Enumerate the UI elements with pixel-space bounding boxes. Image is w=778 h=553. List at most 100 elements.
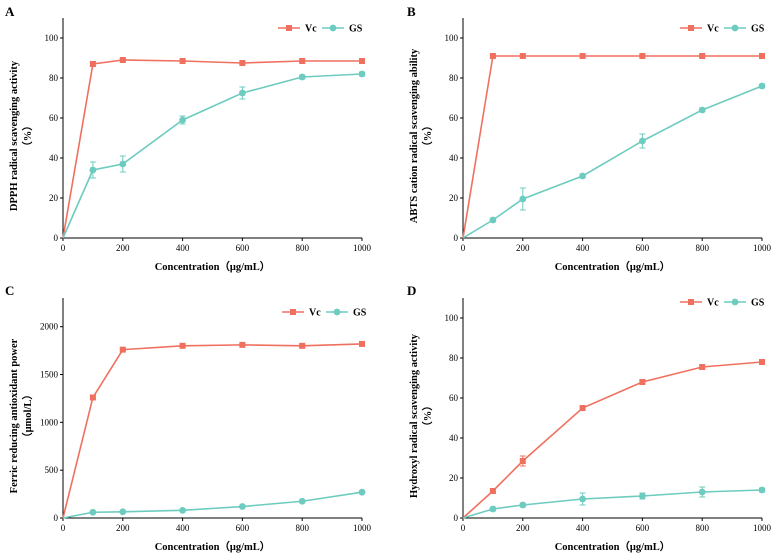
panel-letter: A [5, 4, 15, 19]
data-point-vc [179, 58, 186, 64]
x-axis-title: Concentration（μg/mL） [155, 540, 271, 553]
y-tick-label: 0 [454, 513, 459, 523]
y-tick-label: 100 [45, 33, 59, 43]
y-tick-label: 2000 [40, 322, 59, 332]
x-tick-label: 800 [695, 243, 709, 253]
x-tick-label: 0 [461, 243, 466, 253]
data-point-gs [579, 172, 586, 180]
chart-panel-b: B 0 200 400 600 800 1000 0 20 40 60 80 100 Concentrat… [407, 4, 772, 273]
series-line-gs [462, 489, 763, 519]
data-point-gs [89, 508, 97, 516]
data-point-gs [358, 488, 366, 496]
data-point-vc [759, 53, 765, 59]
series-line-vc [62, 59, 362, 239]
y-tick-label: 100 [445, 33, 459, 43]
y-tick-label: 0 [454, 233, 459, 243]
y-tick-label: 60 [49, 113, 59, 123]
data-point-vc [299, 58, 306, 64]
series-line-gs [62, 73, 363, 239]
y-axis-title: DPPH radical scavenging activity [9, 60, 20, 211]
series-vc [62, 57, 365, 239]
series-line-gs [462, 85, 763, 239]
y-axis-unit: （%） [421, 400, 434, 432]
legend-marker-vc [286, 25, 292, 31]
data-point-vc [579, 405, 586, 411]
legend-marker-gs [731, 24, 739, 32]
data-point-gs [489, 505, 497, 513]
data-point-gs [179, 506, 187, 514]
legend-marker-vc [290, 309, 296, 315]
legend-marker-vc [688, 299, 694, 305]
y-axis-title: Hydroxyl radical scavenging activity [409, 333, 420, 498]
data-point-vc [239, 60, 246, 66]
x-tick-label: 800 [295, 243, 309, 253]
x-tick-label: 400 [176, 243, 190, 253]
data-point-gs [239, 89, 246, 97]
y-tick-label: 40 [49, 153, 59, 163]
data-point-gs [239, 503, 246, 510]
legend-marker-gs [333, 308, 341, 316]
data-point-vc [359, 340, 365, 347]
data-point-gs [698, 106, 706, 114]
data-point-vc [759, 359, 765, 365]
series-vc [62, 340, 365, 519]
data-point-vc [359, 58, 365, 64]
data-point-gs [119, 508, 127, 516]
x-tick-label: 400 [576, 243, 590, 253]
legend-marker-gs [329, 24, 337, 32]
data-point-gs [519, 501, 527, 509]
x-tick-label: 200 [516, 243, 530, 253]
y-tick-label: 500 [45, 465, 59, 475]
data-point-vc [119, 346, 126, 353]
y-tick-label: 80 [449, 73, 459, 83]
legend: Vc GS [278, 24, 363, 35]
data-point-vc [699, 364, 706, 370]
x-tick-label: 0 [61, 523, 66, 533]
data-point-gs [298, 73, 306, 81]
data-point-gs [489, 216, 497, 224]
x-tick-label: 800 [295, 523, 309, 533]
legend-label-gs: GS [751, 298, 765, 309]
y-axis-title: Ferric reducing antioxidant power [9, 338, 20, 493]
y-axis-unit: （μmol/L） [21, 389, 34, 443]
y-axis-title: ABTS cation radical scavenging ability [409, 48, 420, 223]
data-point-vc [489, 488, 496, 494]
y-tick-label: 40 [449, 153, 459, 163]
data-point-vc [489, 53, 496, 59]
y-tick-label: 0 [54, 233, 59, 243]
x-tick-label: 600 [636, 243, 650, 253]
data-point-gs [698, 488, 706, 496]
chart-panel-d: D 0 200 400 600 800 1000 0 20 40 60 80 100 Concentrat… [407, 283, 772, 553]
y-axis-unit: （%） [421, 120, 434, 152]
legend-label-gs: GS [353, 308, 367, 319]
panel-letter: D [407, 283, 416, 298]
y-tick-label: 20 [49, 193, 59, 203]
legend-label-vc: Vc [305, 24, 317, 35]
legend-label-gs: GS [751, 24, 765, 35]
y-tick-label: 20 [449, 473, 459, 483]
series-gs [62, 488, 366, 519]
y-tick-label: 60 [449, 113, 459, 123]
x-tick-label: 200 [116, 243, 130, 253]
data-point-vc [89, 61, 96, 67]
x-tick-label: 0 [461, 523, 466, 533]
data-point-gs [298, 497, 306, 505]
data-point-gs [119, 160, 127, 168]
x-tick-label: 600 [236, 243, 250, 253]
data-point-vc [89, 394, 96, 401]
data-point-gs [758, 486, 766, 494]
x-tick-label: 600 [636, 523, 650, 533]
data-point-gs [358, 70, 366, 78]
y-axis-unit: （%） [21, 120, 34, 152]
legend: Vc GS [680, 298, 765, 309]
x-tick-label: 200 [116, 523, 130, 533]
data-point-gs [89, 166, 97, 174]
data-point-vc [639, 379, 646, 385]
data-point-vc [179, 342, 186, 349]
panel-letter: B [407, 4, 416, 19]
data-point-vc [299, 342, 306, 349]
data-point-vc [119, 57, 126, 63]
x-tick-label: 1000 [353, 243, 372, 253]
x-tick-label: 200 [516, 523, 530, 533]
data-point-gs [758, 82, 766, 90]
